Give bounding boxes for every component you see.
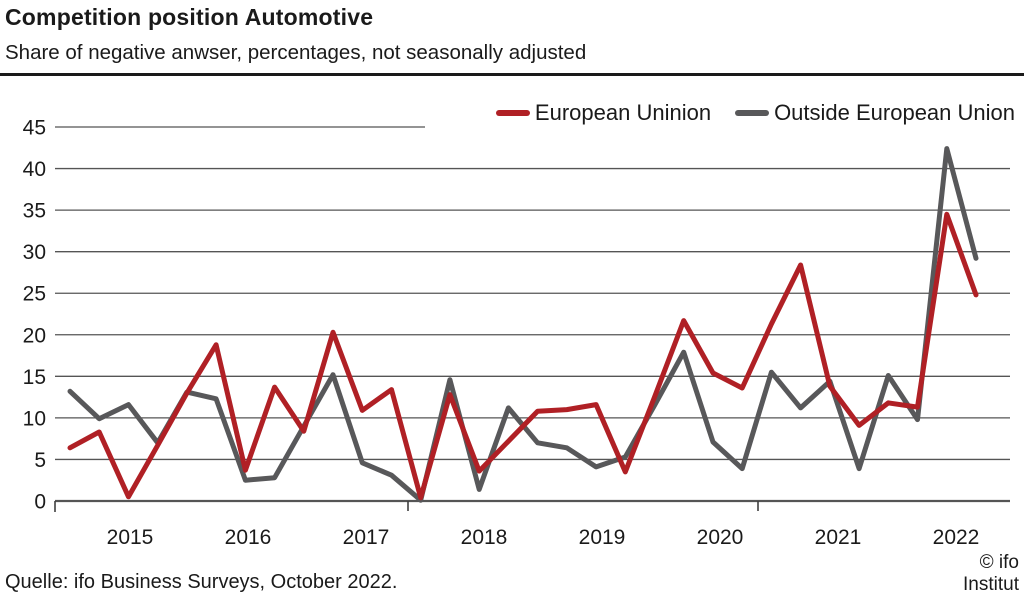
y-axis-tick-label: 15 — [23, 366, 46, 389]
y-axis-tick-label: 20 — [23, 324, 46, 347]
eu-series-label: European Uninion — [534, 100, 712, 125]
x-axis-year-label: 2015 — [107, 526, 154, 549]
page-title: Competition position Automotive — [5, 4, 374, 30]
x-axis-year-label: 2017 — [343, 526, 390, 549]
legend: European Uninion Outside European Union — [495, 100, 1015, 126]
y-axis-tick-label: 0 — [34, 491, 46, 514]
copyright-line-2: Institut — [963, 574, 1019, 595]
y-axis-tick-label: 10 — [23, 407, 46, 430]
y-axis-tick-label: 40 — [23, 158, 46, 181]
legend-item-outside-eu: Outside European Union — [735, 100, 1015, 126]
copyright-line-1: © ifo — [979, 552, 1019, 573]
source-note: Quelle: ifo Business Surveys, October 20… — [5, 571, 398, 593]
y-axis-tick-label: 35 — [23, 200, 46, 223]
x-axis-year-label: 2020 — [697, 526, 744, 549]
header-divider — [0, 73, 1024, 76]
x-axis-year-label: 2016 — [225, 526, 272, 549]
page-subtitle: Share of negative anwser, percentages, n… — [5, 41, 587, 64]
legend-item-eu: European Uninion — [495, 100, 712, 126]
y-axis-tick-label: 45 — [23, 117, 46, 140]
outside-eu-series-label: Outside European Union — [774, 100, 1015, 125]
series-line-outside-european-union — [67, 146, 979, 503]
series-line-european-uninion — [67, 211, 979, 501]
y-axis-tick-label: 25 — [23, 283, 46, 306]
copyright-note: © ifo Institut — [963, 552, 1019, 596]
y-axis-tick-label: 5 — [34, 449, 46, 472]
x-axis-year-label: 2019 — [579, 526, 626, 549]
eu-series-swatch-icon — [495, 110, 530, 116]
y-axis-tick-label: 30 — [23, 241, 46, 264]
x-axis-year-label: 2022 — [933, 526, 980, 549]
x-axis-year-label: 2021 — [815, 526, 862, 549]
outside-eu-series-swatch-icon — [735, 110, 770, 116]
x-axis-year-label: 2018 — [461, 526, 508, 549]
